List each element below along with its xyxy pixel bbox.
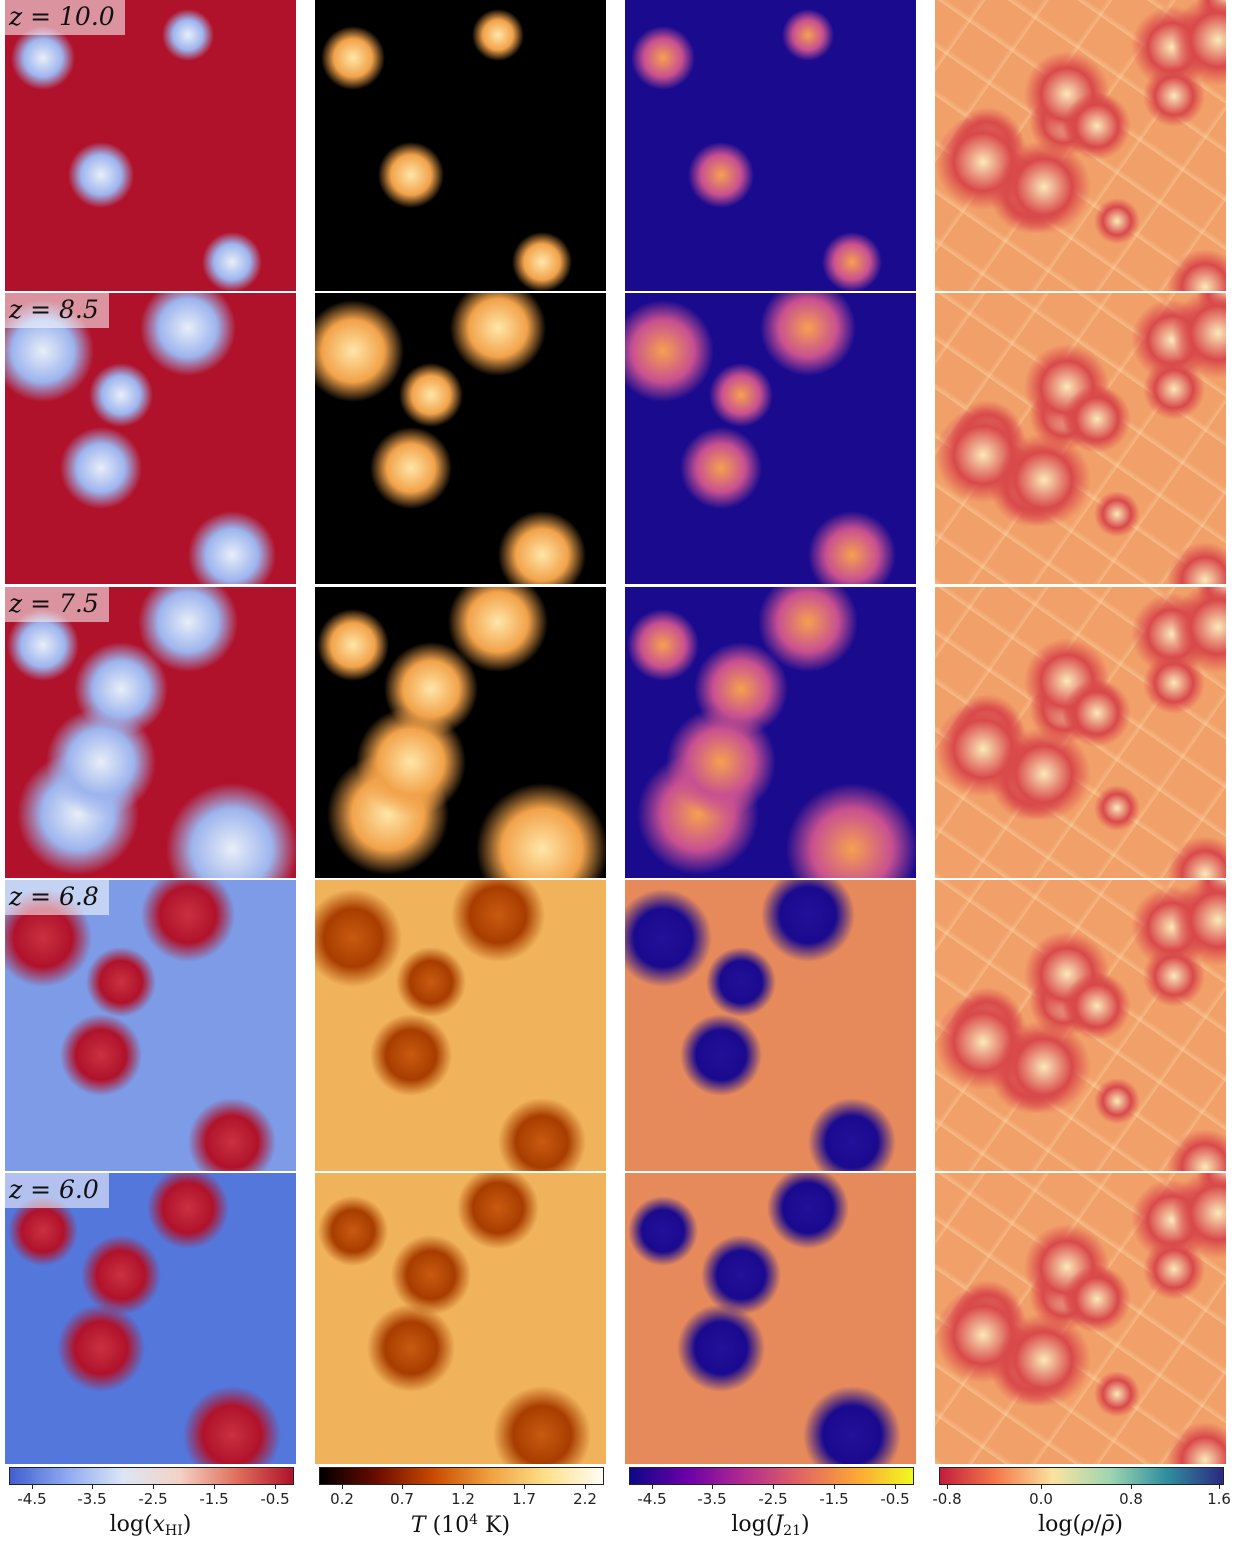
colorbar-tick-label: -4.5 (637, 1490, 667, 1508)
colorbar-tick (342, 1484, 343, 1489)
colorbar-tick (712, 1484, 713, 1489)
map-panel (935, 293, 1226, 584)
map-panel (315, 0, 606, 291)
redshift-label: z = 10.0 (5, 0, 125, 35)
colorbar-tick (153, 1484, 154, 1489)
colorbar-tick-label: -2.5 (138, 1490, 168, 1508)
colorbar-tick (834, 1484, 835, 1489)
colorbar-tick (947, 1484, 948, 1489)
density-colorbar (939, 1467, 1224, 1485)
colorbar-tick (92, 1484, 93, 1489)
map-panel (935, 1173, 1226, 1464)
colorbar-tick-label: -3.5 (697, 1490, 727, 1508)
j21-colorbar (629, 1467, 914, 1485)
density-colorbar-title: log(ρ/ρ̄) (1038, 1512, 1123, 1537)
colorbar-tick-label: -1.5 (819, 1490, 849, 1508)
map-panel (625, 880, 916, 1171)
temperature-colorbar-title: T (104 K) (410, 1512, 511, 1538)
map-panel (625, 293, 916, 584)
redshift-label: z = 7.5 (5, 587, 109, 622)
colorbar-tick (275, 1484, 276, 1489)
j21-colorbar-title: log(J21) (731, 1512, 810, 1539)
colorbar-tick (1041, 1484, 1042, 1489)
colorbar-tick (1131, 1484, 1132, 1489)
colorbar-tick-label: 0.8 (1119, 1490, 1143, 1508)
map-panel (935, 880, 1226, 1171)
colorbar-tick-label: -2.5 (758, 1490, 788, 1508)
redshift-label: z = 8.5 (5, 293, 109, 328)
colorbar-tick-label: 1.7 (512, 1490, 536, 1508)
colorbar-tick-label: -0.5 (260, 1490, 290, 1508)
map-panel (315, 587, 606, 878)
map-panel (625, 1173, 916, 1464)
map-panel: z = 7.5 (5, 587, 296, 878)
colorbar-tick-label: -0.5 (880, 1490, 910, 1508)
colorbar-tick (463, 1484, 464, 1489)
map-panel: z = 10.0 (5, 0, 296, 291)
colorbar-tick (1219, 1484, 1220, 1489)
colorbar-tick (32, 1484, 33, 1489)
colorbar-tick (773, 1484, 774, 1489)
colorbar-tick-label: -4.5 (17, 1490, 47, 1508)
map-panel (935, 0, 1226, 291)
xhi-colorbar (9, 1467, 294, 1485)
colorbar-tick-label: 0.7 (390, 1490, 414, 1508)
temperature-colorbar (319, 1467, 604, 1485)
map-panel: z = 6.8 (5, 880, 296, 1171)
redshift-label: z = 6.8 (5, 880, 109, 915)
colorbar-tick (214, 1484, 215, 1489)
map-panel (315, 880, 606, 1171)
colorbar-tick (585, 1484, 586, 1489)
colorbar-tick-label: -1.5 (199, 1490, 229, 1508)
colorbar-tick-label: 0.2 (330, 1490, 354, 1508)
colorbar-tick (402, 1484, 403, 1489)
map-panel (935, 587, 1226, 878)
colorbar-tick-label: 1.2 (451, 1490, 475, 1508)
colorbar-tick-label: -3.5 (77, 1490, 107, 1508)
colorbar-tick-label: 0.0 (1029, 1490, 1053, 1508)
colorbar-tick (524, 1484, 525, 1489)
redshift-label: z = 6.0 (5, 1173, 109, 1208)
map-panel (315, 1173, 606, 1464)
colorbar-tick (652, 1484, 653, 1489)
colorbar-tick-label: 1.6 (1207, 1490, 1231, 1508)
map-panel: z = 6.0 (5, 1173, 296, 1464)
map-panel (625, 587, 916, 878)
map-panel: z = 8.5 (5, 293, 296, 584)
colorbar-tick (895, 1484, 896, 1489)
xhi-colorbar-title: log(xHI) (109, 1512, 192, 1539)
colorbar-tick-label: -0.8 (932, 1490, 962, 1508)
map-panel (315, 293, 606, 584)
colorbar-tick-label: 2.2 (573, 1490, 597, 1508)
map-panel (625, 0, 916, 291)
